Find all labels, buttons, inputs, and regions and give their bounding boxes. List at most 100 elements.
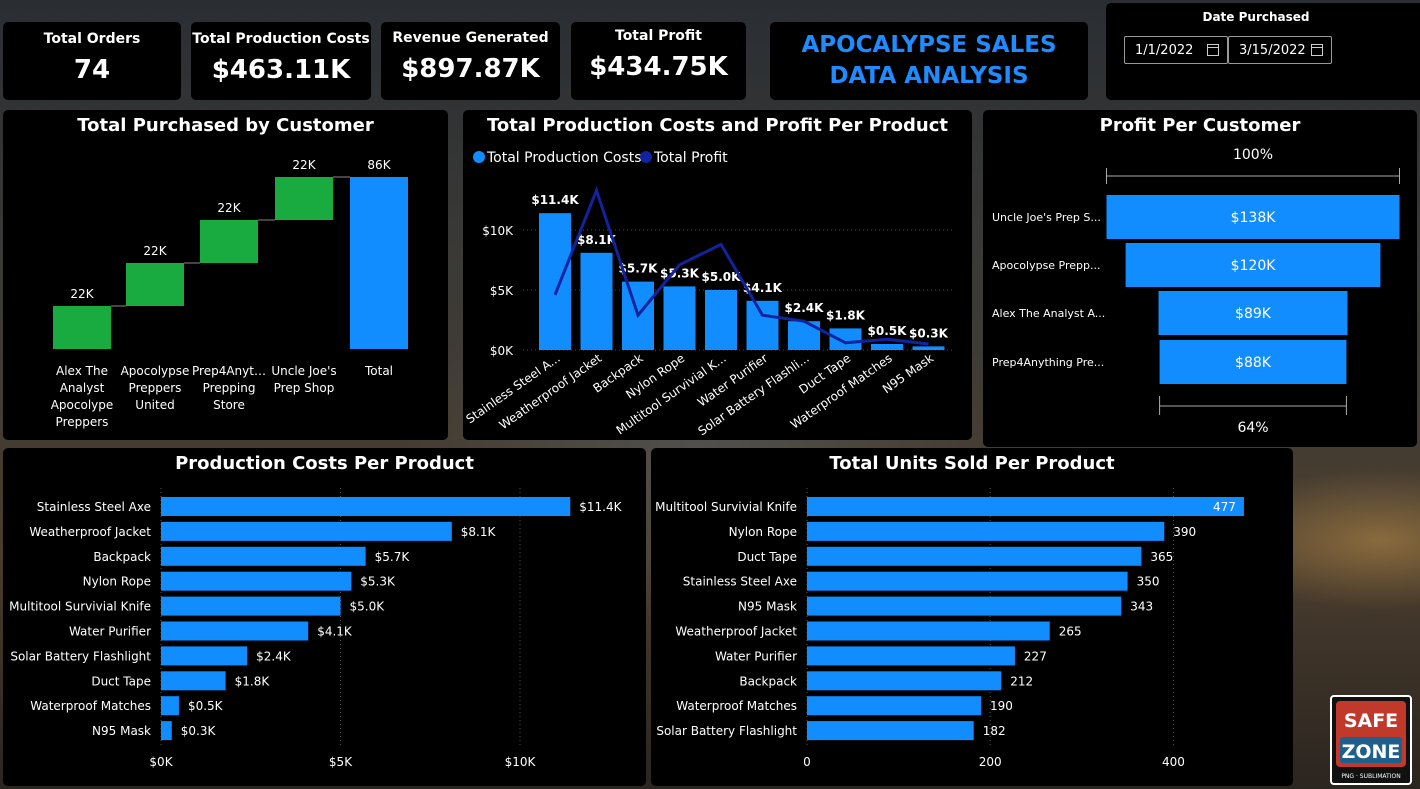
legend-label-production-costs: Total Production Costs [486,150,642,166]
kpi-value: 74 [73,55,111,85]
data-label: $11.4K [579,500,622,514]
waterfall-bar [275,177,333,220]
data-label: 190 [990,699,1013,713]
calendar-icon[interactable] [1207,44,1219,56]
category-label: Waterproof Matches [30,699,151,713]
calendar-icon[interactable] [1311,44,1323,56]
kpi-label: Total Orders [43,31,141,47]
category-label: Stainless Steel Axe [37,500,151,514]
category-label: Weatherproof Jacket [675,625,797,639]
bar [807,721,974,741]
y-tick-label: $5K [490,284,514,298]
funnel-bar [1158,291,1348,335]
production-cost-bar [829,328,862,350]
category-label: Backpack [739,674,797,688]
logo-text-1: SAFE [1344,710,1398,732]
bar [161,546,366,566]
start-date-value: 1/1/2022 [1135,43,1194,58]
chart-total-purchased-by-customer: Total Purchased by Customer 22K Alex The A… [3,110,448,440]
bar [807,621,1050,641]
waterfall-bar [200,220,258,263]
category-label: Nylon Rope [729,525,797,539]
category-label: Alex The Analyst A... [992,307,1105,320]
category-label: Apocolypse Preppers United [121,364,190,412]
data-label: $138K [1231,210,1277,226]
bar [807,646,1015,666]
data-label: $1.8K [235,674,271,688]
data-label: $11.4K [531,193,579,207]
date-slicer-label: Date Purchased [1202,10,1310,24]
category-label: Water Purifier [69,625,151,639]
waterfall-chart: 22K Alex The Analyst Apocolype Preppers 22K Ap… [51,158,408,429]
data-label: $5.7K [619,262,659,276]
category-label: Uncle Joe's Prep Shop [271,364,336,395]
bar [161,646,248,666]
profit-line [553,186,929,346]
bar [161,696,179,716]
kpi-label: Revenue Generated [392,30,549,46]
waterfall-bar [350,177,408,349]
waterfall-bar [53,306,111,349]
category-label: Solar Battery Flashlight [10,649,151,663]
category-label: Duct Tape [737,550,797,564]
data-label: 22K [143,244,167,258]
category-label: Waterproof Matches [676,699,797,713]
report-title-line-1: APOCALYPSE SALES [801,32,1057,58]
bar [807,546,1142,566]
bar [161,521,452,541]
x-tick-label: $10K [505,755,537,769]
category-label: Weatherproof Jacket [29,525,151,539]
data-label: $120K [1231,258,1277,274]
horizontal-bar-chart: 0 200 400 Multitool Survivial Knife 477 Nylon… [655,488,1244,769]
report-title-line-2: DATA ANALYSIS [829,63,1029,89]
kpi-total-profit[interactable]: Total Profit $434.75K [571,22,746,100]
chart-costs-and-profit-per-product: Total Production Costs and Profit Per Pr… [463,110,972,440]
category-label: Alex The Analyst Apocolype Preppers [51,364,114,429]
kpi-label: Total Production Costs [192,31,370,47]
safe-zone-logo: SAFE ZONE PNG · SUBLIMATION [1330,695,1412,785]
x-tick-label: $5K [329,755,353,769]
data-label: $5.3K [360,575,396,589]
category-label: Apocolypse Prepp... [992,259,1101,272]
logo-tagline: PNG · SUBLIMATION [1341,773,1400,780]
data-label: $5.7K [375,550,411,564]
production-cost-bar [663,286,696,350]
x-tick-label: $0K [149,755,173,769]
data-label: 22K [217,201,241,215]
legend-marker-production-costs [473,151,485,163]
data-label: 265 [1059,625,1082,639]
chart-units-sold-per-product: Total Units Sold Per Product 0 200 400 Mult… [651,448,1293,786]
data-label: $2.4K [256,649,292,663]
funnel-bar [1125,243,1381,287]
combo-chart: Total Production Costs Total Profit $0K $5K… [463,150,953,438]
category-label: Prep4Anything Pre... [992,356,1104,369]
legend-label-profit: Total Profit [653,150,728,166]
category-label: N95 Mask [92,724,151,738]
data-label: $5.0K [350,600,386,614]
data-label: $0.3K [909,326,949,340]
data-label: $5.0K [702,270,742,284]
start-date-input[interactable]: 1/1/2022 [1124,36,1228,64]
data-label: $1.8K [826,308,866,322]
y-tick-label: $0K [490,344,514,358]
chart-production-costs-per-product: Production Costs Per Product $0K $5K $10K S… [3,448,646,786]
data-label: 390 [1173,525,1196,539]
kpi-total-production-costs[interactable]: Total Production Costs $463.11K [191,22,371,100]
logo-text-2: ZONE [1342,741,1401,763]
data-label: 182 [983,724,1006,738]
kpi-label: Total Profit [615,28,702,44]
data-label: 86K [367,158,391,172]
bar [161,596,341,616]
bar [161,671,226,691]
data-label: $8.1K [577,233,617,247]
data-label: 212 [1010,674,1033,688]
kpi-total-orders[interactable]: Total Orders 74 [3,22,181,100]
category-label: Multitool Survivial Knife [9,600,151,614]
end-date-input[interactable]: 3/15/2022 [1228,36,1332,64]
kpi-revenue-generated[interactable]: Revenue Generated $897.87K [381,22,560,100]
data-label: $0.5K [188,699,224,713]
horizontal-bar-chart: $0K $5K $10K Stainless Steel Axe $11.4K Weath… [9,488,623,769]
kpi-value: $434.75K [589,52,728,82]
funnel-bar [1106,195,1400,239]
data-label: $0.5K [868,324,908,338]
